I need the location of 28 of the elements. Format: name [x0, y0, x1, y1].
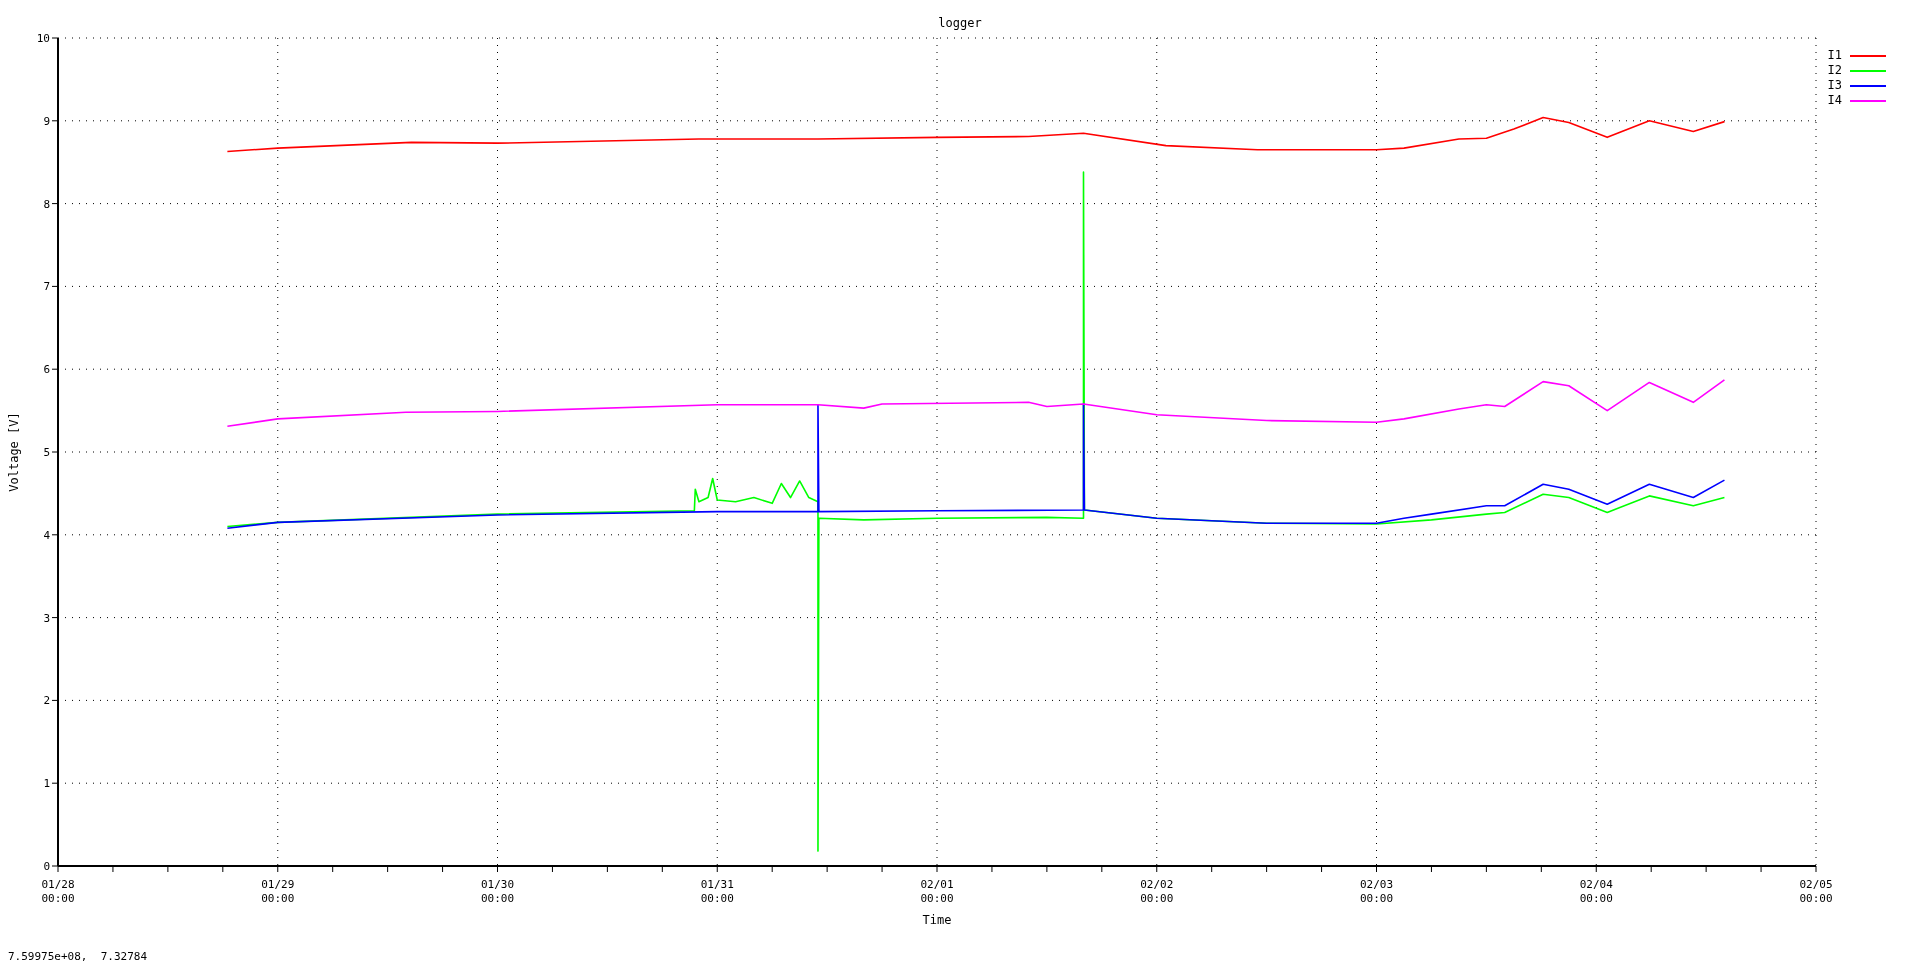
x-tick-label: 01/31 00:00: [700, 878, 734, 905]
y-tick-label: 2: [43, 694, 50, 708]
y-tick-label: 8: [43, 197, 50, 211]
y-tick-label: 5: [43, 445, 50, 459]
legend-label: I2: [1827, 63, 1842, 78]
legend-label: I3: [1827, 78, 1842, 93]
chart-title: logger: [937, 16, 983, 30]
y-tick-label: 6: [43, 363, 50, 377]
y-tick-label: 7: [43, 280, 50, 294]
legend-label: I1: [1827, 48, 1842, 63]
text: 7.59975e+08, 7.32784: [8, 950, 148, 963]
y-tick-label: 9: [43, 114, 50, 128]
y-axis-title: Voltage [V]: [7, 412, 22, 492]
x-tick-label: 01/29 00:00: [261, 878, 295, 905]
x-tick-label: 01/28 00:00: [41, 878, 75, 905]
x-tick-label: 02/05 00:00: [1799, 878, 1833, 905]
y-tick-label: 1: [43, 777, 50, 791]
x-axis-title: Time: [922, 913, 952, 927]
x-tick-label: 01/30 00:00: [480, 878, 515, 905]
x-tick-label: 02/02 00:00: [1140, 878, 1174, 905]
x-tick-label: 02/03 00:00: [1359, 878, 1394, 905]
y-tick-label: 0: [43, 859, 50, 873]
x-tick-label: 02/01 00:00: [920, 878, 954, 905]
y-tick-label: 4: [43, 528, 51, 542]
legend-label: I4: [1827, 93, 1842, 108]
y-tick-label: 3: [43, 611, 50, 625]
y-tick-label: 10: [36, 31, 50, 45]
x-tick-label: 02/04 00:00: [1579, 878, 1614, 905]
